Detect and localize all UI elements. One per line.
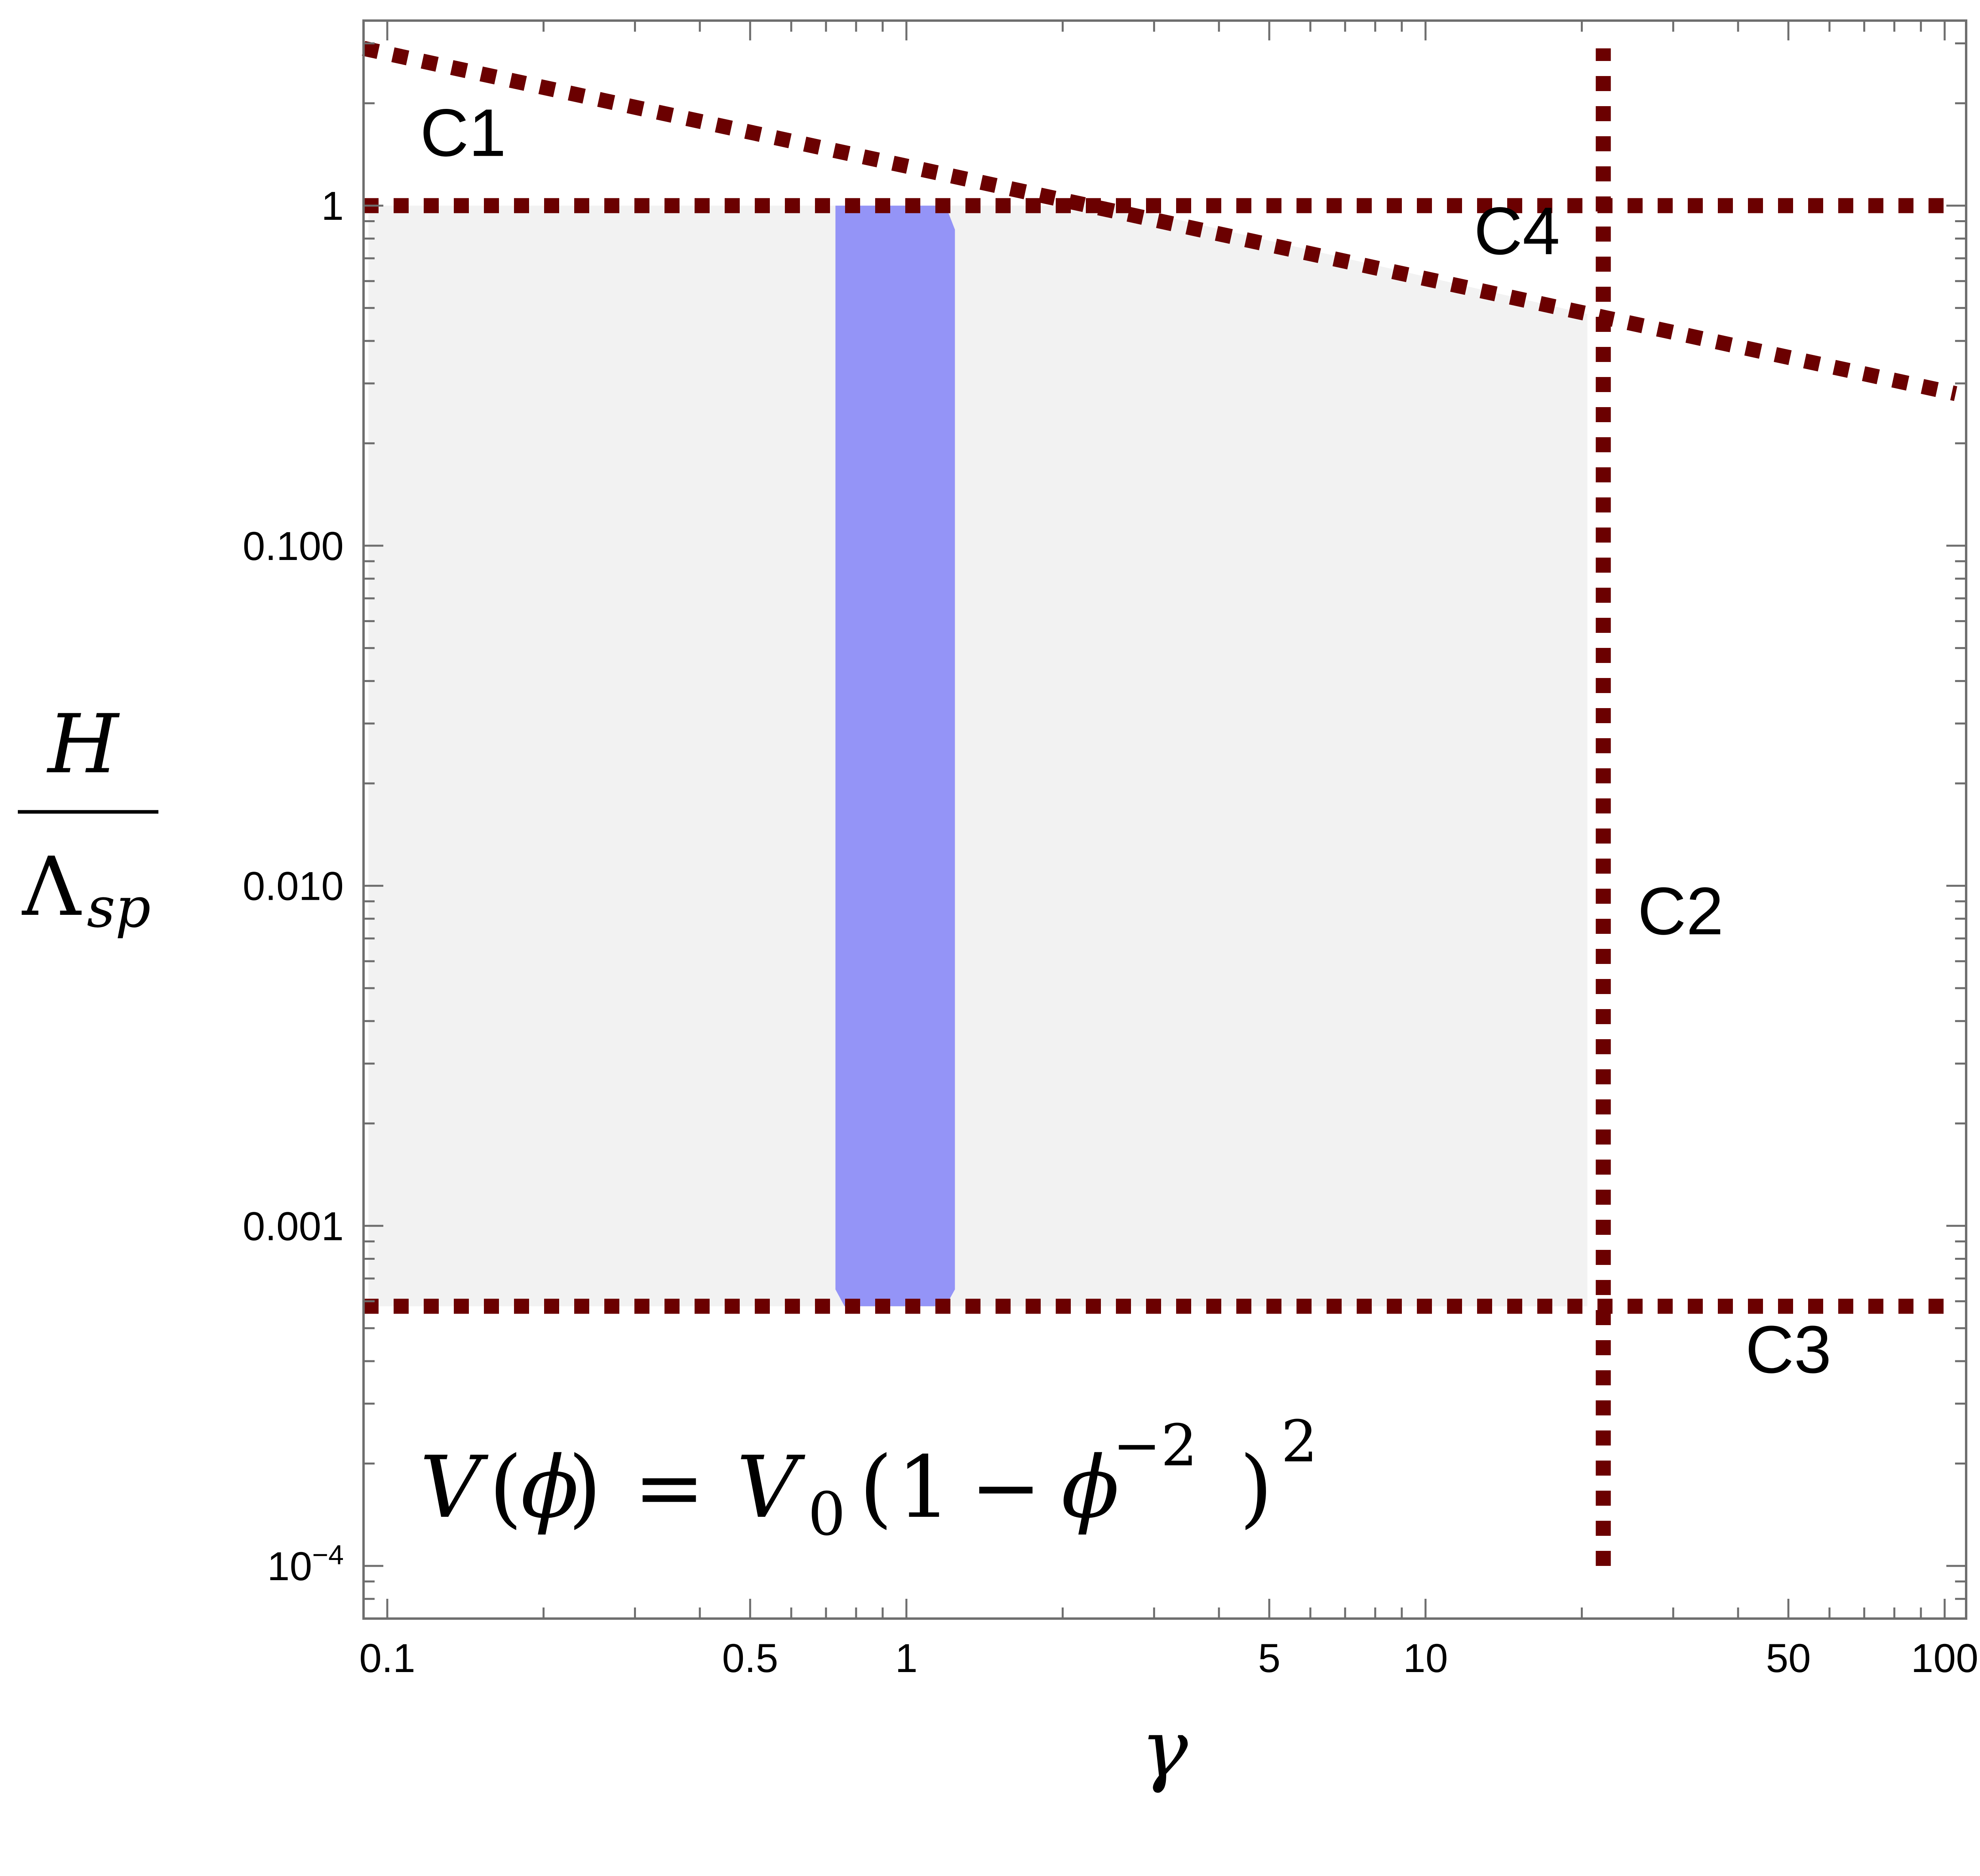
- formula-equals: =: [634, 1438, 705, 1537]
- formula-minus: −: [970, 1438, 1041, 1537]
- y-tick-label: 0.100: [243, 524, 344, 569]
- y-tick-labels: 1 0.100 0.010 0.001 10−4: [243, 183, 344, 1589]
- series-line-c4: [362, 41, 1957, 401]
- series-labels: C1 C4 C2 C3: [420, 95, 1832, 1387]
- x-axis-label: γ: [1140, 1703, 1188, 1795]
- formula-v0-subscript: 0: [808, 1480, 845, 1549]
- y-axis-label-denominator: Λ: [21, 840, 82, 934]
- series-label-c1: C1: [420, 95, 506, 171]
- y-axis-title: H Λ sp: [18, 697, 158, 940]
- region-allowed: [368, 206, 1588, 1307]
- formula-one: 1: [897, 1438, 951, 1537]
- formula-v0: V: [737, 1438, 805, 1537]
- region-band: [835, 206, 955, 1307]
- y-tick-label: 10−4: [267, 1539, 344, 1589]
- x-tick-label: 50: [1766, 1636, 1811, 1681]
- y-tick-label-base: 10: [267, 1544, 312, 1589]
- potential-formula: V ( ϕ ) = V 0 ( 1 − ϕ −2 ) 2: [420, 1408, 1317, 1549]
- formula-paren2-open: (: [859, 1438, 893, 1537]
- x-tick-labels: 0.1 0.5 1 5 10 50 100: [359, 1636, 1978, 1681]
- x-tick-label: 100: [1911, 1636, 1978, 1681]
- y-tick-label: 0.010: [243, 864, 344, 909]
- x-tick-label: 0.1: [359, 1636, 415, 1681]
- formula-phi: ϕ: [521, 1438, 579, 1537]
- y-axis-label-subscript: sp: [87, 876, 150, 940]
- plot-frame: [362, 19, 1967, 1620]
- y-tick-label: 0.001: [243, 1204, 344, 1249]
- x-axis-title: γ: [1140, 1703, 1188, 1795]
- regions: [368, 206, 1588, 1307]
- series-lines: [362, 41, 1957, 1566]
- x-tick-label: 1: [895, 1636, 918, 1681]
- y-axis-label-numerator: H: [46, 697, 120, 792]
- y-tick-label-exponent: −4: [312, 1539, 344, 1570]
- series-label-c2: C2: [1637, 874, 1723, 949]
- formula-paren-close: ): [568, 1438, 602, 1537]
- y-tick-label: 1: [321, 183, 344, 229]
- series-label-c3: C3: [1745, 1312, 1831, 1387]
- formula-phi-exponent: −2: [1113, 1412, 1198, 1479]
- formula-paren-open: (: [489, 1438, 522, 1537]
- x-tick-label: 0.5: [722, 1636, 778, 1681]
- axis-ticks: [364, 21, 1966, 1620]
- formula-paren2-close: ): [1239, 1438, 1273, 1537]
- series-label-c4: C4: [1474, 194, 1560, 269]
- x-tick-label: 5: [1258, 1636, 1281, 1681]
- formula-phi2: ϕ: [1061, 1438, 1119, 1537]
- formula-outer-exponent: 2: [1281, 1408, 1317, 1475]
- x-tick-label: 10: [1403, 1636, 1448, 1681]
- formula-v: V: [420, 1438, 489, 1537]
